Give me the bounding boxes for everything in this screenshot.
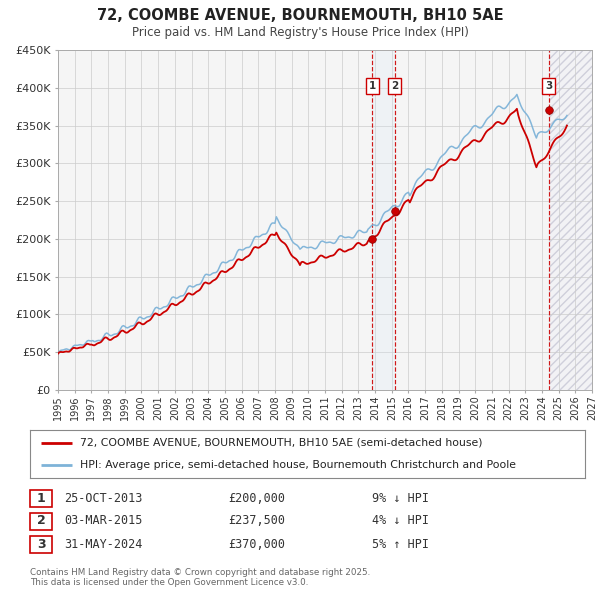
Text: HPI: Average price, semi-detached house, Bournemouth Christchurch and Poole: HPI: Average price, semi-detached house,…: [80, 460, 516, 470]
Text: 25-OCT-2013: 25-OCT-2013: [64, 491, 142, 504]
Bar: [549, 50, 592, 390]
Text: 2: 2: [37, 514, 46, 527]
Text: Price paid vs. HM Land Registry's House Price Index (HPI): Price paid vs. HM Land Registry's House …: [131, 26, 469, 39]
Text: 5% ↑ HPI: 5% ↑ HPI: [372, 537, 429, 550]
Text: 4% ↓ HPI: 4% ↓ HPI: [372, 514, 429, 527]
Text: £237,500: £237,500: [228, 514, 285, 527]
Text: 1: 1: [37, 491, 46, 504]
Text: 3: 3: [545, 81, 553, 91]
Text: 2: 2: [391, 81, 398, 91]
Bar: [372, 50, 395, 390]
Text: £370,000: £370,000: [228, 537, 285, 550]
Text: 3: 3: [37, 537, 46, 550]
Text: 72, COOMBE AVENUE, BOURNEMOUTH, BH10 5AE: 72, COOMBE AVENUE, BOURNEMOUTH, BH10 5AE: [97, 8, 503, 23]
Text: 03-MAR-2015: 03-MAR-2015: [64, 514, 142, 527]
Text: 9% ↓ HPI: 9% ↓ HPI: [372, 491, 429, 504]
Text: £200,000: £200,000: [228, 491, 285, 504]
Text: 72, COOMBE AVENUE, BOURNEMOUTH, BH10 5AE (semi-detached house): 72, COOMBE AVENUE, BOURNEMOUTH, BH10 5AE…: [80, 438, 482, 448]
Bar: [549, 50, 592, 390]
Text: 31-MAY-2024: 31-MAY-2024: [64, 537, 142, 550]
Text: 1: 1: [368, 81, 376, 91]
Text: Contains HM Land Registry data © Crown copyright and database right 2025.
This d: Contains HM Land Registry data © Crown c…: [30, 568, 370, 588]
